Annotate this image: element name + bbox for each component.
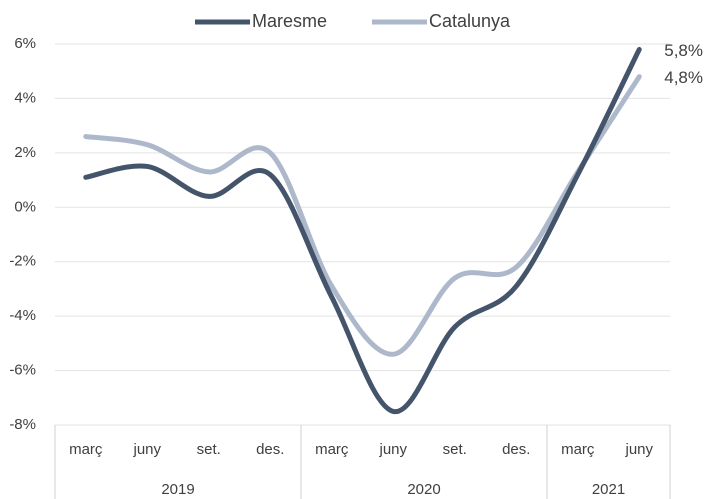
x-tick-label: juny <box>132 441 161 458</box>
legend-label: Maresme <box>252 11 327 31</box>
x-tick-label: març <box>69 441 103 458</box>
legend-label: Catalunya <box>429 11 511 31</box>
x-group-label: 2020 <box>407 481 440 498</box>
y-tick-label: 6% <box>14 35 36 52</box>
x-tick-label: set. <box>443 441 467 458</box>
y-tick-label: 2% <box>14 144 36 161</box>
x-group-label: 2019 <box>161 481 194 498</box>
y-tick-label: 4% <box>14 89 36 106</box>
y-tick-label: -4% <box>9 307 36 324</box>
data-label: 5,8% <box>664 41 703 60</box>
x-tick-label: des. <box>256 441 284 458</box>
x-tick-label: març <box>561 441 595 458</box>
y-tick-label: -8% <box>9 416 36 433</box>
y-tick-label: -2% <box>9 253 36 270</box>
x-tick-label: set. <box>197 441 221 458</box>
x-group-label: 2021 <box>592 481 625 498</box>
x-tick-label: des. <box>502 441 530 458</box>
x-tick-label: març <box>315 441 349 458</box>
y-tick-label: 0% <box>14 198 36 215</box>
series-line <box>83 74 642 357</box>
y-tick-label: -6% <box>9 362 36 379</box>
x-tick-label: juny <box>624 441 653 458</box>
x-tick-label: juny <box>378 441 407 458</box>
data-label: 4,8% <box>664 68 703 87</box>
series-line <box>83 46 642 414</box>
